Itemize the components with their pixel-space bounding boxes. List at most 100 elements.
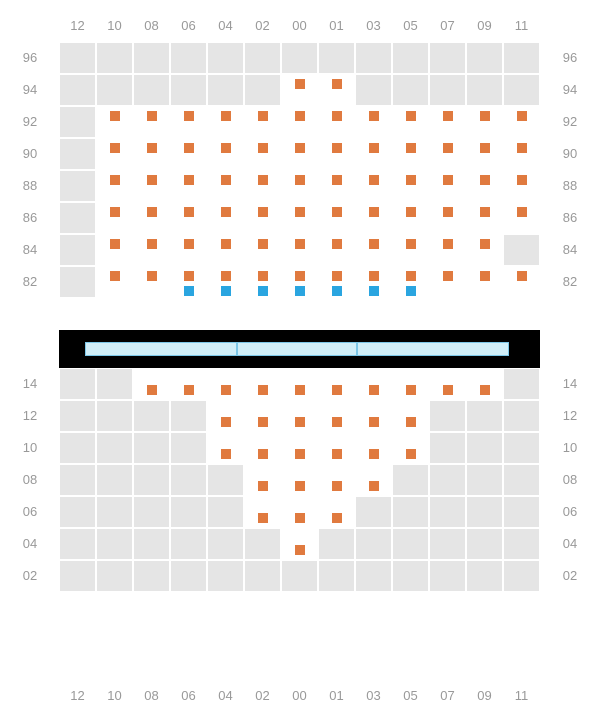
tooth-cell[interactable]	[318, 138, 355, 170]
tooth-cell[interactable]	[503, 202, 540, 234]
tooth-cell[interactable]	[392, 202, 429, 234]
tooth-cell[interactable]	[133, 138, 170, 170]
tooth-cell[interactable]	[392, 368, 429, 400]
tooth-cell[interactable]	[429, 266, 466, 298]
tooth-cell[interactable]	[170, 368, 207, 400]
tooth-cell[interactable]	[355, 106, 392, 138]
tooth-cell[interactable]	[392, 138, 429, 170]
tooth-cell[interactable]	[355, 234, 392, 266]
tooth-cell[interactable]	[281, 138, 318, 170]
tooth-cell[interactable]	[244, 106, 281, 138]
tooth-cell[interactable]	[133, 266, 170, 298]
tooth-cell[interactable]	[207, 138, 244, 170]
tooth-cell[interactable]	[207, 202, 244, 234]
tooth-cell[interactable]	[244, 400, 281, 432]
tooth-cell[interactable]	[429, 138, 466, 170]
tooth-cell[interactable]	[355, 202, 392, 234]
tooth-cell[interactable]	[96, 266, 133, 298]
tooth-cell[interactable]	[429, 368, 466, 400]
tooth-cell[interactable]	[318, 170, 355, 202]
tooth-cell[interactable]	[244, 138, 281, 170]
divider-segment[interactable]	[85, 342, 237, 356]
tooth-cell[interactable]	[170, 234, 207, 266]
tooth-cell[interactable]	[96, 170, 133, 202]
tooth-cell[interactable]	[392, 432, 429, 464]
tooth-cell[interactable]	[503, 266, 540, 298]
tooth-cell[interactable]	[392, 234, 429, 266]
tooth-cell[interactable]	[281, 368, 318, 400]
divider-segment[interactable]	[357, 342, 509, 356]
divider-segment[interactable]	[237, 342, 357, 356]
tooth-cell[interactable]	[318, 496, 355, 528]
tooth-cell[interactable]	[318, 234, 355, 266]
tooth-cell[interactable]	[170, 138, 207, 170]
tooth-cell[interactable]	[466, 266, 503, 298]
tooth-cell[interactable]	[281, 528, 318, 560]
tooth-cell[interactable]	[503, 106, 540, 138]
tooth-cell[interactable]	[244, 234, 281, 266]
tooth-cell[interactable]	[466, 368, 503, 400]
tooth-cell[interactable]	[281, 106, 318, 138]
tooth-cell[interactable]	[96, 106, 133, 138]
tooth-cell[interactable]	[318, 464, 355, 496]
tooth-cell[interactable]	[170, 202, 207, 234]
tooth-cell[interactable]	[96, 138, 133, 170]
tooth-cell[interactable]	[503, 170, 540, 202]
tooth-cell[interactable]	[244, 464, 281, 496]
tooth-cell[interactable]	[207, 368, 244, 400]
tooth-cell[interactable]	[318, 106, 355, 138]
tooth-cell[interactable]	[466, 138, 503, 170]
tooth-cell[interactable]	[355, 368, 392, 400]
tooth-cell[interactable]	[392, 106, 429, 138]
tooth-cell[interactable]	[133, 368, 170, 400]
tooth-cell[interactable]	[281, 234, 318, 266]
tooth-cell[interactable]	[170, 170, 207, 202]
tooth-cell[interactable]	[244, 368, 281, 400]
tooth-cell[interactable]	[244, 202, 281, 234]
tooth-cell[interactable]	[318, 368, 355, 400]
tooth-cell[interactable]	[207, 234, 244, 266]
tooth-cell[interactable]	[133, 202, 170, 234]
tooth-cell[interactable]	[392, 170, 429, 202]
tooth-cell[interactable]	[355, 464, 392, 496]
tooth-cell[interactable]	[133, 170, 170, 202]
tooth-cell[interactable]	[281, 74, 318, 106]
tooth-cell[interactable]	[318, 432, 355, 464]
tooth-cell[interactable]	[96, 234, 133, 266]
tooth-cell[interactable]	[466, 106, 503, 138]
tooth-cell[interactable]	[281, 170, 318, 202]
tooth-cell[interactable]	[207, 170, 244, 202]
tooth-cell[interactable]	[281, 464, 318, 496]
tooth-cell[interactable]	[207, 400, 244, 432]
tooth-cell[interactable]	[318, 400, 355, 432]
tooth-cell[interactable]	[281, 432, 318, 464]
tooth-cell[interactable]	[133, 234, 170, 266]
tooth-cell[interactable]	[133, 106, 170, 138]
tooth-cell[interactable]	[429, 202, 466, 234]
tooth-cell[interactable]	[429, 170, 466, 202]
tooth-cell[interactable]	[318, 202, 355, 234]
tooth-cell[interactable]	[318, 74, 355, 106]
tooth-cell[interactable]	[244, 170, 281, 202]
tooth-cell[interactable]	[207, 432, 244, 464]
tooth-cell[interactable]	[355, 400, 392, 432]
tooth-cell[interactable]	[392, 400, 429, 432]
tooth-cell[interactable]	[355, 170, 392, 202]
tooth-cell[interactable]	[207, 106, 244, 138]
tooth-cell[interactable]	[170, 106, 207, 138]
tooth-cell[interactable]	[355, 138, 392, 170]
tooth-cell[interactable]	[466, 170, 503, 202]
tooth-marker-icon	[221, 143, 231, 153]
tooth-cell[interactable]	[429, 234, 466, 266]
tooth-cell[interactable]	[503, 138, 540, 170]
tooth-cell[interactable]	[244, 432, 281, 464]
tooth-cell[interactable]	[244, 496, 281, 528]
tooth-cell[interactable]	[281, 496, 318, 528]
tooth-cell[interactable]	[96, 202, 133, 234]
tooth-cell[interactable]	[466, 202, 503, 234]
tooth-cell[interactable]	[429, 106, 466, 138]
tooth-cell[interactable]	[466, 234, 503, 266]
tooth-cell[interactable]	[281, 202, 318, 234]
tooth-cell[interactable]	[281, 400, 318, 432]
tooth-cell[interactable]	[355, 432, 392, 464]
